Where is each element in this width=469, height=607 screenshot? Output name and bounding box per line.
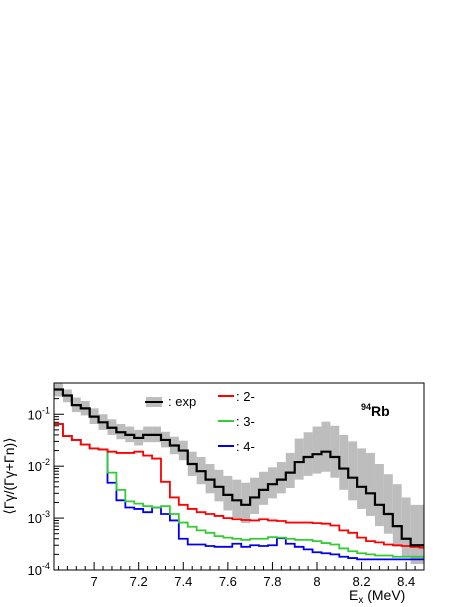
y-axis-title: ⟨Γγ/(Γγ+Γn)⟩ xyxy=(1,437,17,514)
y-tick-label-base: 10 xyxy=(28,563,42,578)
exp-band-bin xyxy=(267,467,277,499)
legend-entry-3minus: : 3- xyxy=(218,414,255,429)
exp-band-bin xyxy=(357,448,367,509)
x-axis-title-main: E xyxy=(349,587,358,603)
series-layer xyxy=(54,388,424,561)
exp-band-bin xyxy=(366,452,375,516)
exp-band-bin xyxy=(348,441,358,501)
plot-frame xyxy=(53,382,425,571)
exp-band-bin xyxy=(241,482,251,524)
series-line-exp xyxy=(54,388,424,547)
isotope-annotation: 94Rb xyxy=(361,402,390,419)
y-tick-label: 10-1 xyxy=(28,405,50,422)
exp-band-bin xyxy=(392,484,402,547)
x-tick-label: 8.2 xyxy=(353,574,371,589)
exp-band-bin xyxy=(223,475,233,511)
legend-label-2minus: : 2- xyxy=(236,389,255,404)
exp-band-bin xyxy=(276,462,286,494)
y-tick-label: 10-4 xyxy=(28,561,50,578)
x-axis-title-sub: x xyxy=(358,595,363,606)
exp-band-bin xyxy=(401,497,411,557)
y-tick-label: 10-3 xyxy=(28,509,50,526)
legend: : exp : 2- : 3- : 4- xyxy=(145,389,255,454)
x-axis-title: Ex (MeV) xyxy=(349,587,405,606)
isotope-element: Rb xyxy=(371,403,390,419)
exp-band-bin xyxy=(232,479,242,519)
exp-band-bin xyxy=(250,477,260,514)
exp-band-bin xyxy=(410,504,420,565)
y-tick-label-base: 10 xyxy=(28,511,42,526)
x-tick-label: 7 xyxy=(91,574,98,589)
legend-label-exp: : exp xyxy=(168,394,196,409)
y-tick-label-exponent: -3 xyxy=(42,509,50,519)
series-line-2 xyxy=(54,423,424,549)
exp-band-bin xyxy=(374,464,384,527)
exp-band-bin xyxy=(321,421,331,472)
y-tick-label-exponent: -4 xyxy=(42,561,50,571)
series-line-4 xyxy=(54,423,424,561)
x-tick-label: 7.2 xyxy=(130,574,148,589)
exp-band-bin xyxy=(339,434,349,490)
y-tick-label: 10-2 xyxy=(28,457,50,474)
x-tick-label: 7.4 xyxy=(174,574,192,589)
exp-band-bin xyxy=(294,438,304,480)
exp-band-bin xyxy=(214,469,224,502)
y-tick-label-exponent: -2 xyxy=(42,457,50,467)
isotope-mass-number: 94 xyxy=(361,402,371,412)
y-tick-label-base: 10 xyxy=(28,459,42,474)
x-axis-title-unit: (MeV) xyxy=(363,587,405,603)
legend-entry-2minus: : 2- xyxy=(218,389,255,404)
x-tick-label: 7.6 xyxy=(219,574,237,589)
legend-label-4minus: : 4- xyxy=(236,439,255,454)
exp-band-bin xyxy=(383,474,393,534)
x-tick-label: 8.4 xyxy=(397,574,415,589)
exp-band-bin xyxy=(312,426,322,474)
plot-area xyxy=(54,383,424,565)
legend-label-3minus: : 3- xyxy=(236,414,255,429)
x-tick-label: 7.8 xyxy=(263,574,281,589)
x-tick-label: 8 xyxy=(313,574,320,589)
legend-entry-exp: : exp xyxy=(145,394,196,409)
series-line-3 xyxy=(54,423,424,558)
exp-band-bin xyxy=(303,432,313,476)
exp-band-bin xyxy=(330,425,340,478)
exp-band-bin xyxy=(259,471,268,505)
exp-band-bin xyxy=(419,504,424,565)
y-tick-label-base: 10 xyxy=(28,407,42,422)
axes: 7 7.2 7.4 7.6 7.8 8 8.2 8.410-410-310-210-1 xyxy=(28,388,416,589)
y-tick-label-exponent: -1 xyxy=(42,405,50,415)
legend-entry-4minus: : 4- xyxy=(218,439,255,454)
exp-band-bin xyxy=(285,452,295,488)
